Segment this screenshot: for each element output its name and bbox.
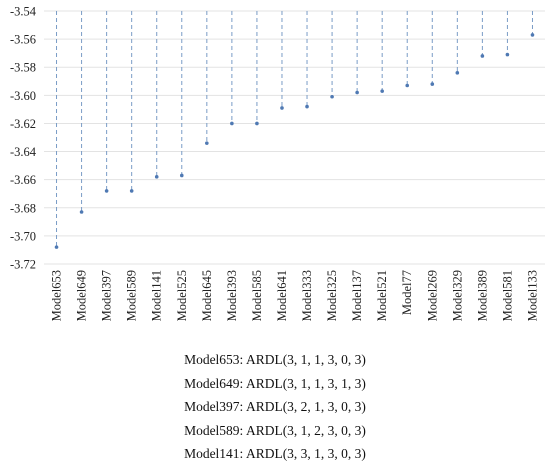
y-tick-label: -3.62 xyxy=(10,117,36,131)
x-tick-label: Model641 xyxy=(275,270,289,321)
y-tick-label: -3.66 xyxy=(10,173,36,187)
y-axis-ticks: -3.54 -3.56 -3.58 -3.60 -3.62 -3.64 -3.66 -3.68… xyxy=(10,5,37,272)
x-tick-label: Model653 xyxy=(50,270,64,321)
model-legend: Model653: ARDL(3, 1, 1, 3, 0, 3) Model64… xyxy=(0,348,550,466)
x-tick-label: Model325 xyxy=(325,270,339,321)
x-tick-label: Model141 xyxy=(150,270,164,321)
y-tick-label: -3.72 xyxy=(10,258,36,272)
data-point xyxy=(280,106,284,110)
x-tick-label: Model133 xyxy=(525,270,539,321)
x-tick-label: Model393 xyxy=(225,270,239,321)
x-tick-label: Model77 xyxy=(400,270,414,315)
data-point xyxy=(255,121,259,126)
y-tick-label: -3.60 xyxy=(10,89,36,103)
x-tick-label: Model521 xyxy=(375,270,389,321)
data-point xyxy=(380,89,384,93)
x-tick-label: Model333 xyxy=(300,270,314,321)
data-point xyxy=(430,82,435,86)
y-tick-label: -3.70 xyxy=(10,229,36,243)
data-point xyxy=(205,141,209,145)
x-axis-ticks: Model653 Model649 Model397 Model589 Model141… xyxy=(50,270,540,321)
data-point xyxy=(530,33,535,37)
data-point xyxy=(305,104,309,109)
x-tick-label: Model581 xyxy=(500,270,514,321)
legend-line: Model141: ARDL(3, 3, 1, 3, 0, 3) xyxy=(184,446,366,461)
data-point xyxy=(179,173,184,178)
data-point xyxy=(405,83,410,88)
x-tick-label: Model329 xyxy=(450,270,464,321)
legend-line: Model649: ARDL(3, 1, 1, 3, 1, 3) xyxy=(184,375,366,391)
legend-line: Model397: ARDL(3, 2, 1, 3, 0, 3) xyxy=(184,399,366,414)
legend-line: Model589: ARDL(3, 1, 2, 3, 0, 3) xyxy=(184,422,366,438)
data-point xyxy=(480,54,485,58)
y-tick-label: -3.58 xyxy=(10,61,36,75)
y-tick-label: -3.64 xyxy=(10,145,37,159)
x-tick-label: Model649 xyxy=(75,270,89,321)
data-point xyxy=(505,52,510,57)
data-point xyxy=(230,121,234,126)
points xyxy=(54,33,535,249)
x-tick-label: Model389 xyxy=(475,270,489,321)
data-point xyxy=(129,189,134,193)
y-tick-label: -3.68 xyxy=(10,201,36,215)
data-point xyxy=(104,189,109,193)
x-tick-label: Model137 xyxy=(350,270,364,321)
chart-area: -3.54 -3.56 -3.58 -3.60 -3.62 -3.64 -3.66 -3.68… xyxy=(10,5,545,321)
data-point xyxy=(455,71,460,75)
legend-line: Model653: ARDL(3, 1, 1, 3, 0, 3) xyxy=(184,352,366,367)
y-tick-label: -3.56 xyxy=(10,33,36,47)
y-tick-label: -3.54 xyxy=(10,5,37,19)
x-tick-label: Model645 xyxy=(200,270,214,321)
data-point xyxy=(79,210,84,214)
stems xyxy=(56,11,533,248)
data-point xyxy=(54,245,59,249)
data-point xyxy=(355,90,359,95)
x-tick-label: Model589 xyxy=(125,270,139,321)
x-tick-label: Model525 xyxy=(175,270,189,321)
x-tick-label: Model397 xyxy=(100,270,114,321)
x-tick-label: Model269 xyxy=(425,270,439,321)
dropline-chart: -3.54 -3.56 -3.58 -3.60 -3.62 -3.64 -3.66 -3.68… xyxy=(10,5,545,321)
x-tick-label: Model585 xyxy=(250,270,264,321)
data-point xyxy=(154,175,159,179)
data-point xyxy=(330,94,334,99)
grid xyxy=(44,10,545,265)
